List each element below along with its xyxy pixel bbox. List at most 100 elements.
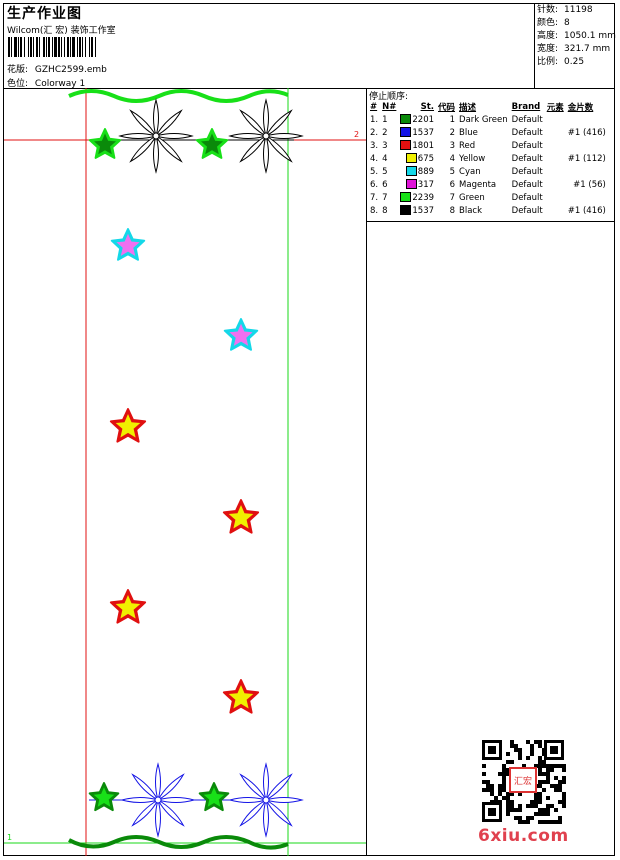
page-title: 生产作业图 [7,6,82,22]
color-code: 8 [449,205,456,216]
col-sequins: 金片数 [567,102,594,113]
info-value: 1050.1 mm [564,31,616,41]
stitch-count: 675 [417,153,435,164]
element [545,126,566,139]
color-desc: Green [459,192,485,203]
sequin-info [566,165,608,178]
color-row: 1. 1 2201 1 Dark Green Default [368,113,608,126]
color-swatch [400,127,412,138]
cyan-star-flower [223,318,259,351]
green-star-flower [195,128,229,159]
colorway-label: 色位: [7,79,29,89]
brand: Default [511,192,543,203]
color-desc: Cyan [459,166,481,177]
red-star-flower [222,499,260,534]
info-row: 高度: 1050.1 mm [537,30,616,43]
element [545,204,566,217]
green-star-flower [198,782,230,812]
stitch-count: 2201 [412,114,435,125]
needle-number: 8 [382,205,388,216]
color-row: 2. 2 1537 2 Blue Default #1 (416) [368,126,608,139]
blue-petal-flower [228,762,304,838]
element [545,152,566,165]
color-row: 3. 3 1801 3 Red Default [368,139,608,152]
stitch-cell: 675 [398,152,436,165]
stitch-cell: 889 [398,165,436,178]
color-row: 8. 8 1537 8 Black Default #1 (416) [368,204,608,217]
color-swatch [400,140,412,151]
sequin-info: #1 (416) [567,205,606,216]
stitch-cell: 1801 [398,139,436,152]
color-desc: Magenta [459,179,497,190]
row-number: 5. [370,166,379,177]
stitch-count: 2239 [412,192,435,203]
color-code: 1 [449,114,456,125]
col-num: # [370,101,378,112]
row-number: 8. [370,205,379,216]
color-desc: Dark Green [459,114,508,125]
qr-code: 汇宏 [482,740,566,824]
black-petal-flower [228,98,304,174]
needle-number: 7 [382,192,388,203]
page-frame [3,3,615,856]
info-row: 针数: 11198 [537,4,616,17]
info-label: 宽度: [537,44,559,54]
color-row: 4. 4 675 4 Yellow Default #1 (112) [368,152,608,165]
row-number: 1. [370,114,379,125]
design-file: GZHC2599.emb [34,65,107,75]
col-code: 代码 [438,102,456,113]
element [545,113,566,126]
needle-number: 4 [382,153,388,164]
stop-sequence-title: 停止顺序: [369,92,409,102]
color-row: 5. 5 889 5 Cyan Default [368,165,608,178]
color-swatch [405,166,417,177]
color-code: 3 [449,140,456,151]
element [545,191,566,204]
red-star-flower [109,408,147,443]
colorway-line: 色位: Colorway 1 [7,76,85,89]
needle-number: 3 [382,140,388,151]
row-number: 7. [370,192,379,203]
bottom-scallop-border [68,835,289,850]
stitch-count: 889 [417,166,435,177]
col-stitches: St. [420,101,435,112]
design-line: 花版: GZHC2599.emb [7,62,107,75]
red-star-flower [222,679,260,714]
guide-marker-2: 2 [354,130,359,139]
stitch-cell: 2239 [398,191,436,204]
row-number: 2. [370,127,379,138]
needle-number: 1 [382,114,388,125]
stitch-count: 1537 [412,127,435,138]
brand: Default [511,205,543,216]
sequin-info [566,139,608,152]
guide-marker-1: 1 [7,833,12,842]
header-divider [3,88,615,89]
needle-number: 5 [382,166,388,177]
sequin-info [566,113,608,126]
stitch-cell: 1537 [398,204,436,217]
color-swatch [400,192,412,203]
color-swatch [405,179,417,190]
info-value: 8 [564,18,570,28]
color-code: 5 [449,166,456,177]
info-row: 宽度: 321.7 mm [537,43,616,56]
color-row: 7. 7 2239 7 Green Default [368,191,608,204]
color-code: 7 [449,192,456,203]
studio-name: Wilcom(汇 宏) 装饰工作室 [7,26,116,36]
bottom-motif-row [89,762,304,838]
top-scallop-border [68,89,289,103]
col-brand: Brand [511,101,541,112]
stitch-cell: 2201 [398,113,436,126]
color-swatch [400,114,412,125]
color-desc: Red [459,140,476,151]
sequin-info: #1 (112) [567,153,606,164]
black-petal-flower [118,98,194,174]
design-preview: 2 1 [4,88,366,856]
brand: Default [511,114,543,125]
col-element: 元素 [546,102,564,113]
needle-number: 2 [382,127,388,138]
element [545,165,566,178]
panel-divider [366,88,367,856]
design-label: 花版: [7,65,29,75]
color-desc: Yellow [459,153,486,164]
